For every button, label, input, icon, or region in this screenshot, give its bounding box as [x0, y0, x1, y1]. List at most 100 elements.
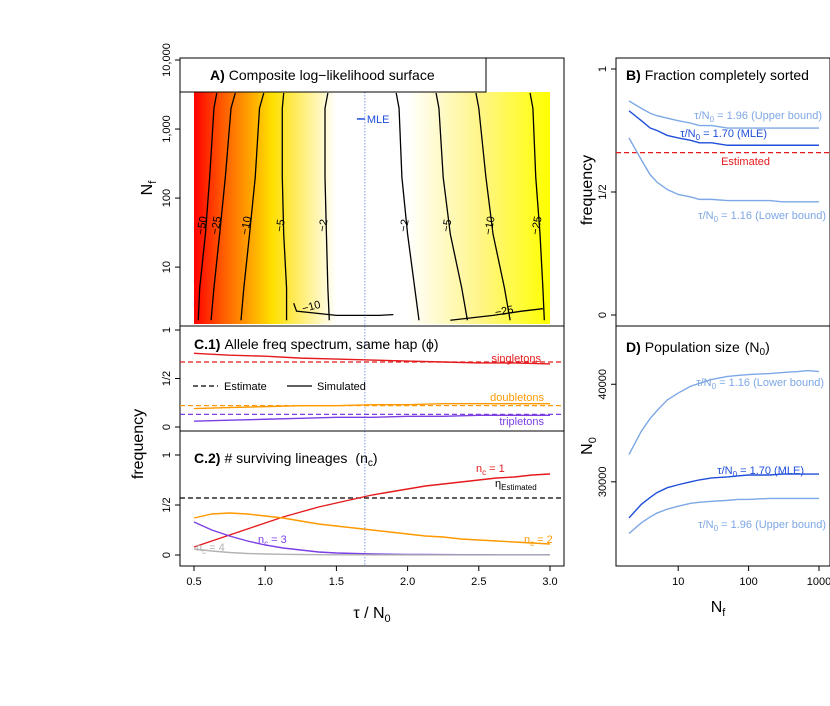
- d-series-label-0-suffix: = 1.16 (Lower bound): [716, 377, 824, 389]
- c2-estimate-label-main: η: [495, 478, 501, 490]
- contour-label-1: −25: [209, 215, 224, 235]
- c2-label-nc3-main: n: [258, 534, 264, 546]
- c2-label-nc2: nc = 2: [524, 534, 553, 548]
- c1-label-singletons: singletons: [491, 353, 541, 365]
- d-series-label-0: τ/N0 = 1.16 (Lower bound): [696, 377, 824, 391]
- a-y-tick-label-2: 1,000: [161, 115, 173, 143]
- b-series-1: [628, 110, 819, 146]
- panel-c1-title: C.1) Allele freq spectrum, same hap (ϕ): [194, 336, 439, 352]
- c1-label-tripletons: tripletons: [499, 416, 544, 428]
- b-series-label-1-main: τ/N: [680, 128, 695, 140]
- d-x-tick-label-1: 100: [739, 576, 757, 588]
- panel-b-y-label: frequency: [579, 155, 596, 225]
- panel-c2-x-label-main: τ / N: [353, 605, 384, 622]
- contour-line-8: [529, 92, 545, 321]
- panel-c2-title-symbol: (nc): [355, 450, 377, 469]
- panel-b-title-text: Fraction completely sorted: [645, 67, 809, 83]
- panel-c-y-label: frequency: [130, 409, 147, 479]
- b-series-label-0-sub: 0: [710, 115, 715, 124]
- c2-label-nc4: nc = 4: [196, 542, 225, 556]
- c1-series-doubletons: [193, 403, 550, 410]
- d-y-tick-label-1: 40000: [597, 369, 609, 400]
- c2-label-nc1-suffix: = 1: [486, 463, 505, 475]
- b-series-label-2: τ/N0 = 1.16 (Lower bound): [698, 210, 826, 224]
- panel-a-y-label-main: N: [139, 184, 156, 196]
- panel-d-x-label-sub: f: [722, 607, 726, 619]
- panel-d-y-label: N0: [579, 437, 599, 455]
- d-series-label-2-main: τ/N: [698, 519, 713, 531]
- d-series-0: [628, 369, 820, 455]
- c2-label-nc4-main: n: [196, 542, 202, 554]
- contour-label-8: −25: [530, 215, 545, 235]
- d-series-label-0-sub: 0: [712, 382, 717, 391]
- d-x-tick-label-2: 1000: [807, 576, 830, 588]
- contour-line-7: [475, 92, 511, 321]
- b-estimate-label: Estimated: [721, 156, 770, 168]
- c2-label-nc3-suffix: = 3: [268, 534, 287, 546]
- c1-y-tick-label-2: 1: [161, 327, 173, 333]
- contour-lower-label: −25: [494, 304, 514, 319]
- contour-line-5: [395, 92, 420, 321]
- b-series-label-0-suffix: = 1.96 (Upper bound): [714, 110, 822, 122]
- b-series-label-0: τ/N0 = 1.96 (Upper bound): [694, 110, 822, 124]
- panel-c2-x-label-sub: 0: [385, 613, 391, 625]
- contour-inner-line: [293, 302, 394, 317]
- panel-d-frame: [615, 325, 830, 567]
- panel-c1-legend: Estimate Simulated: [193, 381, 366, 393]
- panel-d: D) Population size (N0) τ/N0 = 1.16 (Lower…: [579, 325, 830, 619]
- c2-y-tick-label-1: 1/2: [161, 497, 173, 512]
- a-y-tick-label-3: 10,000: [161, 43, 173, 77]
- panel-d-x-axis: 10 100 1000: [672, 566, 830, 588]
- panel-c1-y-axis: 0 1/2 1: [161, 327, 180, 430]
- d-series-label-1-sub: 0: [733, 470, 738, 479]
- d-series-label-1: τ/N0 = 1.70 (MLE): [717, 465, 804, 479]
- panel-b-frame: [615, 57, 830, 327]
- panel-a-title-text: Composite log−likelihood surface: [229, 67, 435, 83]
- c2-x-tick-label-1: 1.0: [258, 576, 273, 588]
- c2-estimate-label: ηEstimated: [495, 478, 537, 492]
- b-y-tick-label-1: 1/2: [597, 184, 609, 199]
- c2-label-nc4-suffix: = 4: [206, 542, 225, 554]
- c1-series-tripletons: [193, 414, 550, 422]
- contour-line-4: [324, 92, 330, 321]
- panel-d-x-label-main: N: [711, 599, 723, 616]
- c2-label-nc1-sub: c: [482, 468, 486, 477]
- contour-label-2: −10: [239, 215, 254, 235]
- d-series-label-0-main: τ/N: [696, 377, 711, 389]
- contour-line-3: [281, 92, 288, 321]
- panel-c2-frame: [179, 430, 565, 567]
- d-series-label-2: τ/N0 = 1.96 (Upper bound): [698, 519, 826, 533]
- c2-label-nc2-suffix: = 2: [534, 534, 553, 546]
- panel-a-y-label: Nf: [139, 180, 159, 196]
- b-y-tick-label-2: 1: [597, 66, 609, 72]
- c2-label-nc1: nc = 1: [476, 463, 505, 477]
- contour-lower-line: [450, 308, 543, 321]
- panel-d-y-label-sub: 0: [587, 437, 599, 443]
- contour-line-1: [210, 92, 236, 321]
- c1-y-tick-label-1: 1/2: [161, 371, 173, 386]
- panel-c2-title-symbol-sub: c: [368, 458, 373, 469]
- b-series-label-0-main: τ/N: [694, 110, 709, 122]
- c1-series-singletons: [193, 352, 551, 365]
- b-series-2: [628, 137, 819, 203]
- c2-x-tick-label-2: 1.5: [329, 576, 344, 588]
- contour-label-5: −2: [398, 218, 412, 232]
- panel-d-title-symbol-main: N: [749, 339, 759, 355]
- b-series-label-2-main: τ/N: [698, 210, 713, 222]
- c2-label-nc3: nc = 3: [258, 534, 287, 548]
- panel-c2-title-symbol-main: n: [360, 450, 368, 466]
- panel-a-title-box: [179, 57, 487, 93]
- c2-x-tick-label-3: 2.0: [400, 576, 415, 588]
- panel-d-title-text: Population size: [645, 339, 740, 355]
- panel-c1-title-text: Allele freq spectrum, same hap (ϕ): [224, 336, 438, 352]
- panel-d-x-label: Nf: [711, 599, 727, 619]
- c2-series-nc3: [193, 521, 550, 556]
- contour-label-0: −50: [195, 215, 210, 235]
- panel-b-y-axis: 0 1/2 1: [597, 66, 616, 318]
- b-series-0: [628, 100, 819, 129]
- a-y-tick-label-1: 100: [161, 189, 173, 207]
- legend-simulated-label: Simulated: [317, 381, 366, 393]
- panel-d-letter: D): [626, 339, 641, 355]
